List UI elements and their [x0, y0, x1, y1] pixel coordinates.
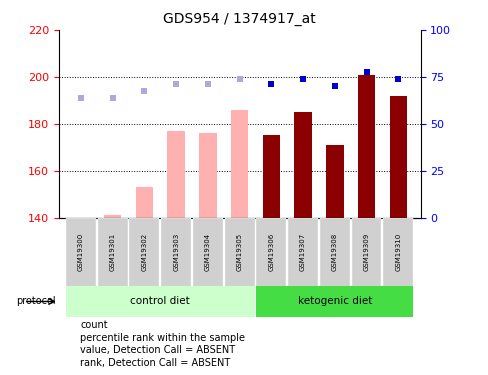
Text: GSM19309: GSM19309: [363, 233, 369, 272]
Bar: [167, 131, 184, 218]
Bar: [230, 110, 248, 218]
Bar: [104, 215, 121, 217]
Text: GSM19310: GSM19310: [394, 233, 401, 272]
Text: GSM19300: GSM19300: [78, 233, 84, 272]
Text: count: count: [80, 320, 107, 330]
Text: GSM19302: GSM19302: [141, 233, 147, 271]
Text: ketogenic diet: ketogenic diet: [297, 297, 371, 306]
Text: GSM19307: GSM19307: [300, 233, 305, 272]
Bar: [287, 217, 317, 287]
Bar: [262, 135, 280, 218]
Bar: [351, 217, 381, 287]
Bar: [256, 286, 412, 317]
Bar: [256, 217, 285, 287]
Text: GSM19305: GSM19305: [236, 233, 242, 271]
Text: value, Detection Call = ABSENT: value, Detection Call = ABSENT: [80, 345, 235, 355]
Text: GSM19304: GSM19304: [204, 233, 210, 271]
Bar: [129, 217, 159, 287]
Bar: [325, 145, 343, 218]
Text: GSM19308: GSM19308: [331, 233, 337, 272]
Bar: [389, 96, 406, 218]
Text: GSM19303: GSM19303: [173, 233, 179, 272]
Text: rank, Detection Call = ABSENT: rank, Detection Call = ABSENT: [80, 357, 230, 368]
Text: GSM19301: GSM19301: [109, 233, 115, 272]
Bar: [193, 217, 223, 287]
Bar: [357, 75, 375, 217]
Bar: [199, 133, 216, 218]
Bar: [224, 217, 254, 287]
Bar: [319, 217, 349, 287]
Bar: [294, 112, 311, 218]
Bar: [66, 217, 96, 287]
Text: percentile rank within the sample: percentile rank within the sample: [80, 333, 244, 343]
Text: GSM19306: GSM19306: [268, 233, 274, 272]
Bar: [383, 217, 412, 287]
Title: GDS954 / 1374917_at: GDS954 / 1374917_at: [163, 12, 315, 26]
Bar: [135, 187, 153, 218]
Text: control diet: control diet: [130, 297, 190, 306]
Text: protocol: protocol: [17, 297, 56, 306]
Bar: [161, 217, 191, 287]
Bar: [66, 286, 254, 317]
Bar: [98, 217, 127, 287]
